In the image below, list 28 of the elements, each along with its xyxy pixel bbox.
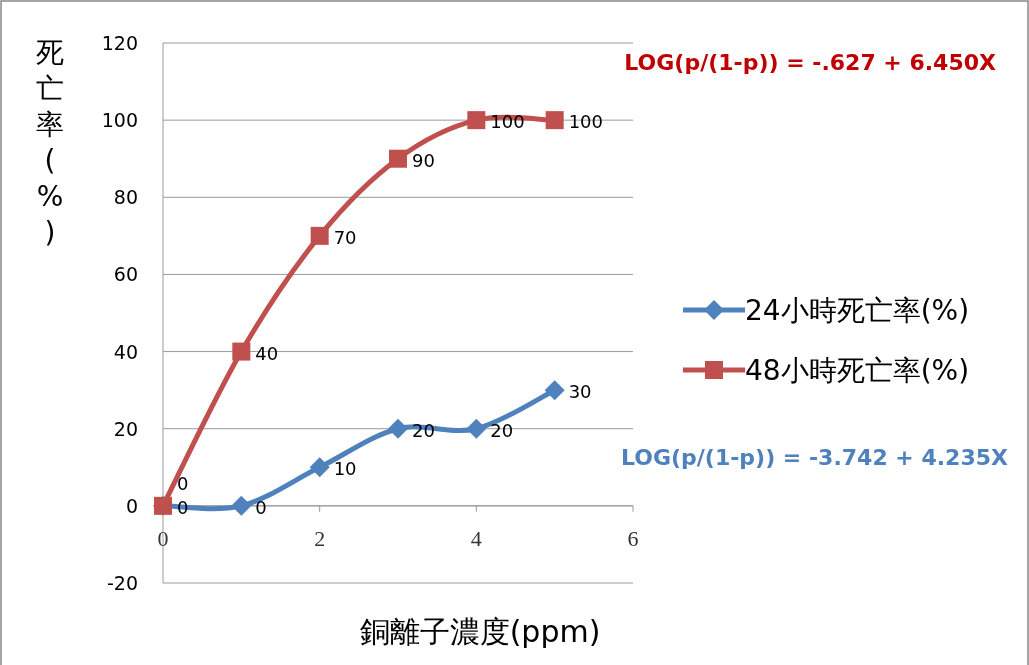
y-axis-title: 死亡率(%) <box>36 36 64 249</box>
x-tick-label: 4 <box>470 525 482 551</box>
annotation: LOG(p/(1-p)) = -3.742 + 4.235X <box>621 445 1009 470</box>
x-tick-label: 0 <box>157 525 169 551</box>
x-axis-title: 銅離子濃度(ppm) <box>359 614 601 649</box>
legend-label: 24小時死亡率(%) <box>745 294 970 327</box>
data-label: 0 <box>177 496 189 518</box>
data-label: 20 <box>490 419 514 441</box>
data-label: 30 <box>568 381 592 403</box>
y-tick-label: 120 <box>101 32 138 54</box>
x-tick-label: 2 <box>314 525 326 551</box>
y-tick-label: -20 <box>106 572 138 594</box>
y-tick-label: 20 <box>113 417 138 440</box>
legend-label: 48小時死亡率(%) <box>745 354 970 387</box>
y-tick-label: 0 <box>125 494 138 517</box>
y-tick-label: 60 <box>113 263 138 286</box>
data-label: 70 <box>333 226 357 248</box>
y-tick-label: 80 <box>113 186 138 209</box>
data-label: 100 <box>568 111 604 133</box>
annotation: LOG(p/(1-p)) = -.627 + 6.450X <box>624 50 997 75</box>
data-label: 10 <box>333 458 357 480</box>
y-tick-label: 100 <box>101 109 138 132</box>
x-tick-label: 6 <box>627 525 639 551</box>
data-label: 40 <box>255 342 279 364</box>
y-tick-label: 40 <box>113 340 138 363</box>
data-label: 0 <box>177 472 189 494</box>
data-label: 0 <box>255 496 267 518</box>
data-label: 90 <box>412 149 435 171</box>
